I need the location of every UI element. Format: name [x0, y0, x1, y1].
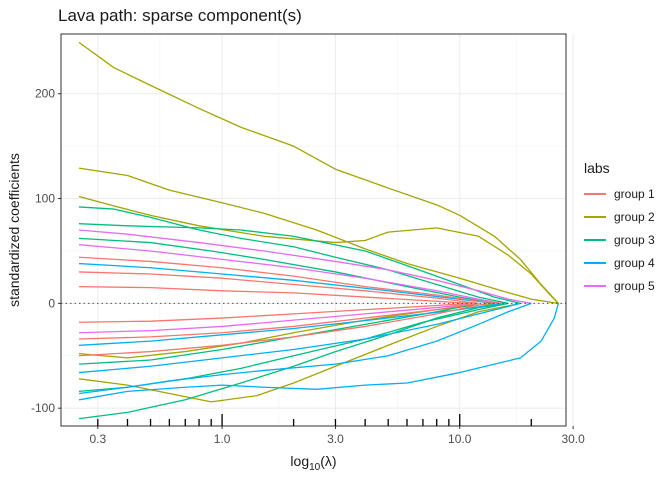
series-line-8 — [78, 302, 509, 420]
legend-item-3: group 3 — [584, 228, 655, 251]
x-tick-label: 30.0 — [561, 432, 585, 446]
y-tick-label: 100 — [35, 192, 55, 206]
legend-item-2: group 2 — [584, 205, 655, 228]
legend-label: group 3 — [614, 232, 655, 247]
x-tick-label: 0.3 — [89, 432, 106, 446]
series-line-2 — [78, 167, 559, 305]
series-line-24 — [78, 302, 479, 340]
y-tick-label: -100 — [31, 401, 55, 415]
y-axis-title: standardized coefficients — [6, 153, 22, 307]
x-axis-title: log10(λ) — [290, 453, 336, 473]
series-line-16 — [78, 262, 495, 305]
series-line-18 — [78, 244, 502, 305]
series-line-23 — [78, 302, 470, 323]
legend-item-4: group 4 — [584, 251, 655, 274]
legend-swatch — [584, 284, 606, 287]
panel-border — [60, 33, 567, 427]
series-line-3 — [78, 195, 559, 304]
series-line-17 — [78, 229, 532, 305]
legend-item-1: group 1 — [584, 182, 655, 205]
series-line-14 — [78, 302, 521, 374]
x-tick-label: 1.0 — [214, 432, 231, 446]
series-line-25 — [78, 302, 487, 357]
series-line-10 — [78, 237, 495, 305]
series-line-19 — [78, 302, 479, 334]
legend-label: group 5 — [614, 278, 655, 293]
legend-label: group 1 — [614, 186, 655, 201]
series-line-1 — [78, 41, 559, 304]
legend-title: labs — [584, 160, 610, 176]
series-line-21 — [78, 271, 479, 305]
series-line-20 — [78, 256, 502, 305]
legend-label: group 2 — [614, 209, 655, 224]
series-line-6 — [78, 206, 509, 305]
legend-items: group 1 group 2 group 3 group 4 group 5 — [584, 182, 655, 297]
y-tick-label: 0 — [48, 296, 55, 310]
legend-item-5: group 5 — [584, 274, 655, 297]
legend-swatch — [584, 215, 606, 218]
y-tick-label: 200 — [35, 87, 55, 101]
legend-swatch — [584, 192, 606, 195]
legend-swatch — [584, 238, 606, 241]
legend-swatch — [584, 261, 606, 264]
x-tick-label: 10.0 — [448, 432, 472, 446]
chart-title: Lava path: sparse component(s) — [58, 6, 302, 25]
series-line-13 — [78, 302, 532, 395]
x-tick-label: 3.0 — [327, 432, 344, 446]
legend-label: group 4 — [614, 255, 655, 270]
series-line-12 — [78, 303, 559, 401]
series-line-22 — [78, 285, 470, 305]
legend: labs group 1 group 2 group 3 group 4 group 5 — [584, 160, 655, 297]
series-line-4 — [78, 302, 521, 403]
